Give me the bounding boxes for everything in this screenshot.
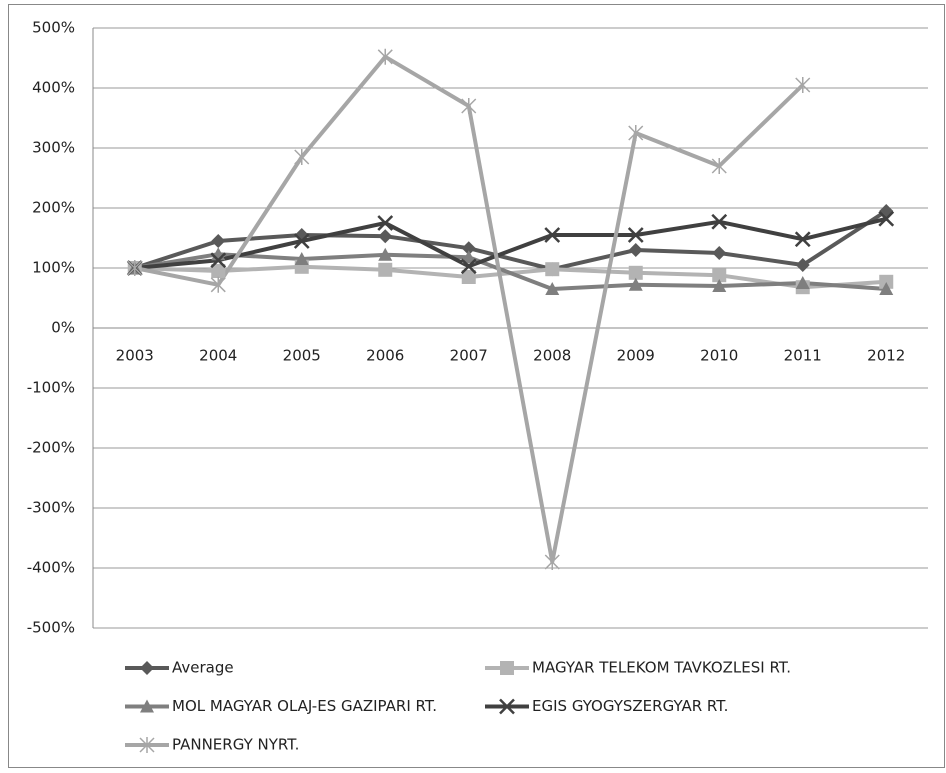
marker bbox=[878, 210, 895, 227]
x-tick-label: 2006 bbox=[366, 347, 404, 365]
y-tick-label: 500% bbox=[32, 19, 75, 37]
marker bbox=[461, 250, 476, 264]
x-tick-label: 2011 bbox=[784, 347, 822, 365]
marker bbox=[377, 48, 393, 65]
x-tick-label: 2003 bbox=[116, 347, 154, 365]
marker bbox=[795, 276, 810, 289]
marker bbox=[544, 227, 561, 243]
x-tick-label: 2007 bbox=[450, 347, 488, 365]
marker bbox=[461, 241, 476, 256]
marker bbox=[879, 282, 894, 295]
y-tick-label: -100% bbox=[27, 379, 75, 397]
marker bbox=[627, 227, 644, 243]
x-tick-label: 2010 bbox=[700, 347, 738, 365]
marker bbox=[377, 215, 394, 231]
y-tick-label: 100% bbox=[32, 259, 75, 277]
marker bbox=[712, 268, 727, 283]
x-tick-label: 2009 bbox=[617, 347, 655, 365]
y-tick-label: 300% bbox=[32, 139, 75, 157]
marker bbox=[544, 554, 560, 570]
y-tick-label: -400% bbox=[27, 559, 75, 577]
marker bbox=[127, 260, 143, 276]
legend-label: MOL MAGYAR OLAJ-ES GAZIPARI RT. bbox=[172, 697, 437, 715]
x-tick-label: 2005 bbox=[283, 347, 321, 365]
marker bbox=[628, 265, 643, 280]
marker bbox=[628, 125, 644, 141]
marker bbox=[210, 276, 226, 293]
marker bbox=[712, 246, 727, 260]
y-tick-label: 200% bbox=[32, 199, 75, 217]
legend-marker bbox=[500, 661, 514, 675]
marker bbox=[545, 262, 560, 277]
marker bbox=[545, 282, 560, 295]
series-line bbox=[134, 252, 887, 291]
y-tick-label: -300% bbox=[27, 499, 75, 517]
marker bbox=[378, 229, 393, 244]
marker bbox=[211, 234, 226, 248]
y-tick-label: 0% bbox=[51, 319, 75, 337]
marker bbox=[211, 264, 226, 278]
marker bbox=[711, 158, 727, 174]
legend-marker bbox=[140, 661, 154, 675]
marker bbox=[795, 258, 810, 272]
marker bbox=[294, 252, 309, 265]
marker bbox=[628, 277, 643, 291]
marker bbox=[460, 258, 477, 275]
legend-label: EGIS GYOGYSZERGYAR RT. bbox=[532, 697, 728, 715]
x-tick-label: 2008 bbox=[533, 347, 571, 365]
marker bbox=[879, 274, 894, 289]
legend-label: Average bbox=[172, 659, 234, 677]
chart-border bbox=[8, 4, 945, 768]
legend-marker bbox=[139, 737, 155, 753]
marker bbox=[795, 77, 811, 93]
marker bbox=[628, 243, 643, 257]
x-tick-label: 2004 bbox=[199, 347, 237, 365]
series-line bbox=[134, 209, 888, 272]
legend-marker bbox=[140, 699, 154, 713]
legend-label: MAGYAR TELEKOM TAVKOZLESI RT. bbox=[532, 659, 791, 677]
series-line bbox=[134, 216, 887, 270]
legend-label: PANNERGY NYRT. bbox=[172, 736, 299, 754]
marker bbox=[794, 231, 811, 248]
y-tick-label: -500% bbox=[27, 619, 75, 637]
y-tick-label: -200% bbox=[27, 439, 75, 457]
marker bbox=[210, 252, 227, 269]
y-tick-label: 400% bbox=[32, 79, 75, 97]
legend-marker bbox=[499, 698, 515, 715]
marker bbox=[293, 233, 310, 249]
marker bbox=[378, 262, 393, 277]
x-tick-label: 2012 bbox=[867, 347, 905, 365]
marker bbox=[378, 247, 393, 261]
marker bbox=[711, 213, 728, 230]
marker bbox=[294, 149, 310, 165]
marker bbox=[461, 98, 477, 114]
marker bbox=[461, 270, 476, 284]
marker bbox=[712, 279, 727, 292]
